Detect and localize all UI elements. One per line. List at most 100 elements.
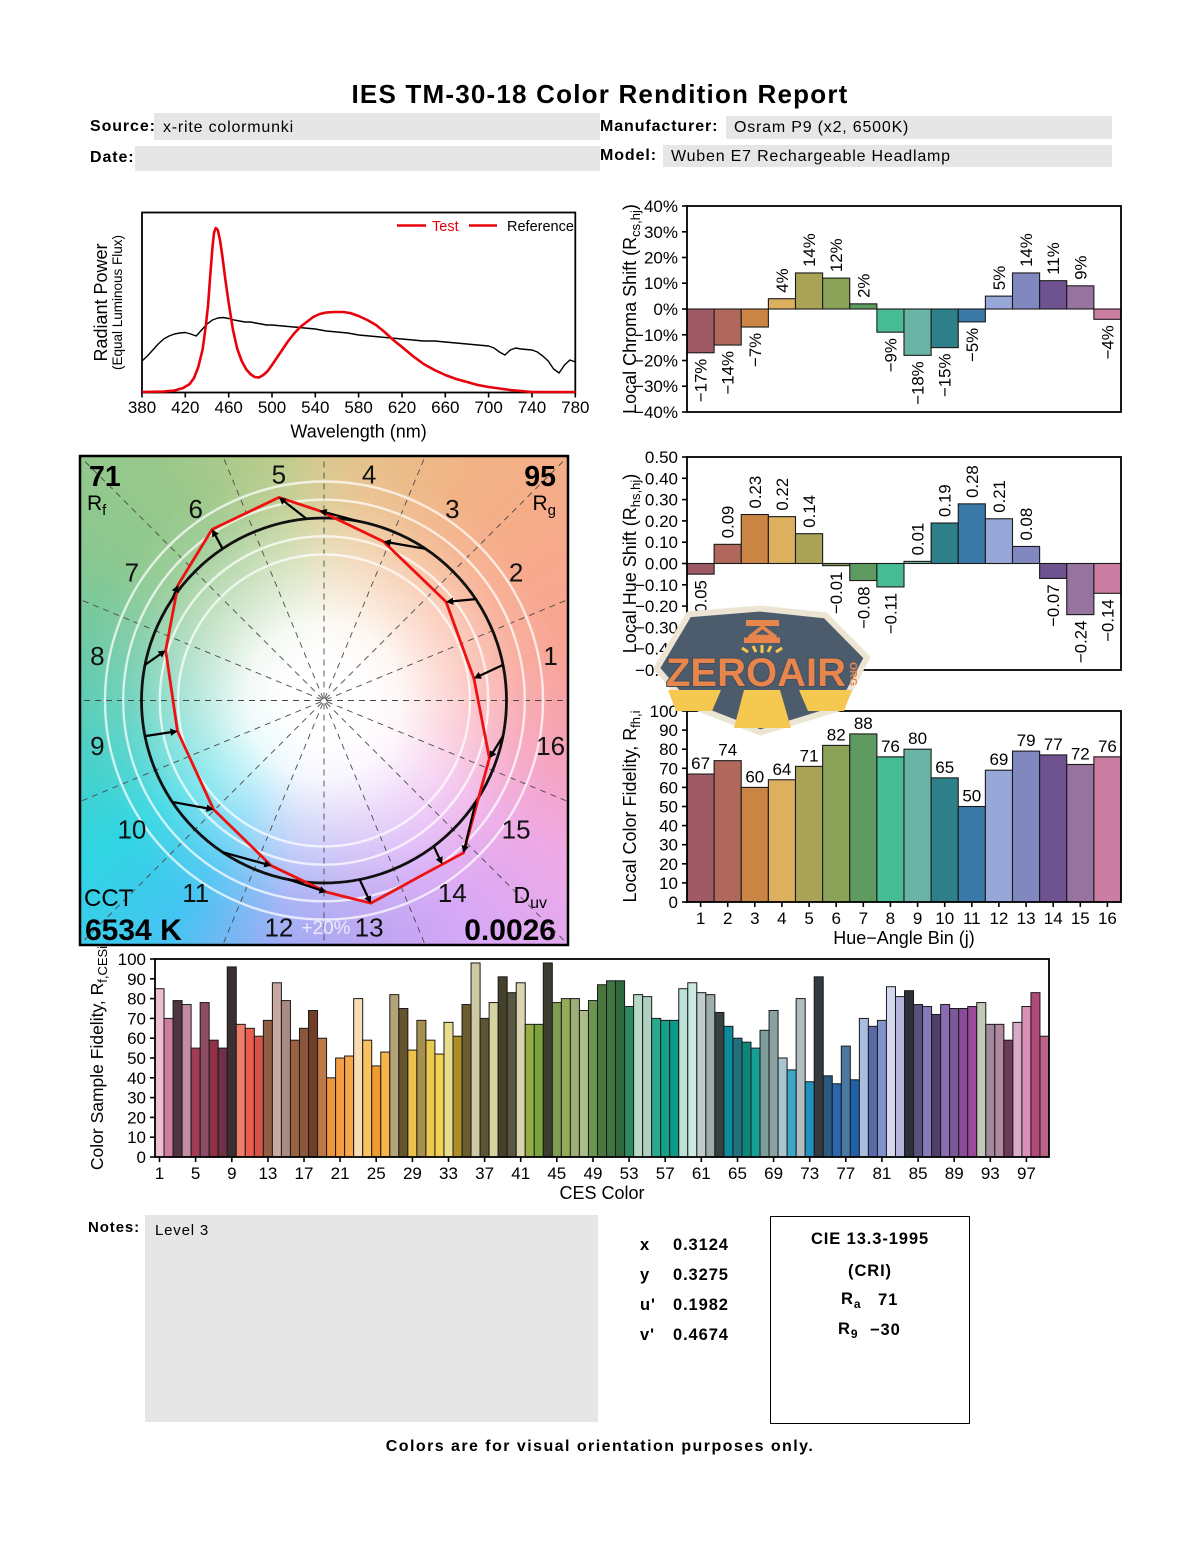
svg-text:10: 10 <box>659 874 678 893</box>
svg-text:Rf: Rf <box>87 492 107 519</box>
svg-text:9%: 9% <box>1071 255 1090 279</box>
svg-text:CCT: CCT <box>84 885 134 912</box>
svg-text:13: 13 <box>1017 909 1036 928</box>
svg-text:20%: 20% <box>644 249 678 268</box>
svg-text:37: 37 <box>475 1164 494 1183</box>
svg-text:Local Color Fidelity, Rfh,i: Local Color Fidelity, Rfh,i <box>620 710 643 902</box>
svg-text:100: 100 <box>650 702 678 721</box>
svg-text:45: 45 <box>547 1164 566 1183</box>
svg-text:4%: 4% <box>773 268 792 292</box>
svg-text:−0.14: −0.14 <box>1098 599 1117 641</box>
svg-text:−10%: −10% <box>634 326 678 345</box>
svg-text:93: 93 <box>981 1164 1000 1183</box>
svg-text:70: 70 <box>659 759 678 778</box>
svg-text:0.09: 0.09 <box>719 506 738 539</box>
svg-text:12: 12 <box>264 913 293 943</box>
svg-text:13: 13 <box>258 1164 277 1183</box>
svg-text:11: 11 <box>963 909 981 928</box>
svg-text:5%: 5% <box>990 266 1009 290</box>
svg-text:Test: Test <box>432 219 459 235</box>
svg-text:30: 30 <box>659 836 678 855</box>
svg-text:57: 57 <box>656 1164 675 1183</box>
svg-text:60: 60 <box>127 1029 146 1048</box>
svg-text:0.21: 0.21 <box>990 480 1009 513</box>
svg-text:0.00: 0.00 <box>645 555 678 574</box>
svg-text:25: 25 <box>367 1164 386 1183</box>
svg-text:0.40: 0.40 <box>645 469 678 488</box>
svg-text:5: 5 <box>191 1164 200 1183</box>
svg-text:−0.10: −0.10 <box>635 576 678 595</box>
svg-text:−9%: −9% <box>881 338 900 372</box>
svg-text:0.14: 0.14 <box>800 495 819 528</box>
svg-text:−0.20: −0.20 <box>635 597 678 616</box>
svg-text:80: 80 <box>908 729 927 748</box>
svg-text:Duv: Duv <box>513 882 547 912</box>
svg-text:4: 4 <box>362 459 376 489</box>
svg-text:0.22: 0.22 <box>773 478 792 511</box>
svg-text:50: 50 <box>127 1049 146 1068</box>
svg-text:77: 77 <box>836 1164 855 1183</box>
svg-text:660: 660 <box>431 398 459 417</box>
svg-text:73: 73 <box>800 1164 819 1183</box>
svg-text:Reference: Reference <box>507 219 574 235</box>
svg-text:6534 K: 6534 K <box>85 914 182 947</box>
svg-text:65: 65 <box>935 758 954 777</box>
svg-text:53: 53 <box>620 1164 639 1183</box>
svg-text:ZEROAIR: ZEROAIR <box>666 651 846 695</box>
svg-text:0.19: 0.19 <box>936 484 955 517</box>
svg-text:9: 9 <box>227 1164 236 1183</box>
svg-text:580: 580 <box>344 398 372 417</box>
svg-text:6: 6 <box>831 909 840 928</box>
svg-text:0.10: 0.10 <box>645 533 678 552</box>
svg-text:80: 80 <box>127 990 146 1009</box>
svg-text:71: 71 <box>800 746 819 765</box>
svg-text:16: 16 <box>1098 909 1117 928</box>
svg-text:0.50: 0.50 <box>645 448 678 467</box>
svg-text:33: 33 <box>439 1164 458 1183</box>
svg-text:15: 15 <box>502 814 531 844</box>
svg-text:70: 70 <box>127 1009 146 1028</box>
svg-text:500: 500 <box>258 398 286 417</box>
svg-text:30%: 30% <box>644 223 678 242</box>
svg-text:0: 0 <box>137 1148 146 1167</box>
svg-text:15: 15 <box>1071 909 1090 928</box>
svg-text:14%: 14% <box>800 233 819 267</box>
svg-text:2: 2 <box>723 909 732 928</box>
svg-text:5: 5 <box>804 909 813 928</box>
svg-text:69: 69 <box>989 750 1008 769</box>
svg-text:11%: 11% <box>1044 242 1063 274</box>
svg-text:60: 60 <box>745 767 764 786</box>
svg-text:49: 49 <box>584 1164 603 1183</box>
svg-text:3: 3 <box>750 909 759 928</box>
svg-text:0.30: 0.30 <box>645 491 678 510</box>
svg-text:11: 11 <box>182 878 209 908</box>
svg-text:9: 9 <box>90 731 104 761</box>
svg-text:89: 89 <box>945 1164 964 1183</box>
svg-text:10: 10 <box>127 1128 146 1147</box>
svg-text:−30%: −30% <box>634 377 678 396</box>
svg-text:72: 72 <box>1071 745 1090 764</box>
svg-text:100: 100 <box>118 950 146 969</box>
svg-text:7: 7 <box>859 909 868 928</box>
svg-text:0.0026: 0.0026 <box>464 914 556 947</box>
svg-text:14%: 14% <box>1017 233 1036 267</box>
svg-text:90: 90 <box>127 970 146 989</box>
svg-text:20: 20 <box>659 855 678 874</box>
svg-text:Rg: Rg <box>532 492 556 519</box>
svg-text:12%: 12% <box>827 238 846 272</box>
svg-text:7: 7 <box>125 558 139 588</box>
svg-text:10: 10 <box>117 814 146 844</box>
svg-text:40: 40 <box>659 817 678 836</box>
svg-text:97: 97 <box>1017 1164 1036 1183</box>
svg-text:−40%: −40% <box>634 403 678 422</box>
svg-text:Color Sample Fidelity, Rf,CESi: Color Sample Fidelity, Rf,CESi <box>87 946 110 1170</box>
svg-text:10%: 10% <box>644 274 678 293</box>
svg-text:−0.08: −0.08 <box>854 587 873 629</box>
svg-text:−20%: −20% <box>634 352 678 371</box>
svg-text:1: 1 <box>543 641 557 671</box>
svg-text:0.20: 0.20 <box>645 512 678 531</box>
svg-text:76: 76 <box>881 737 900 756</box>
svg-text:−4%: −4% <box>1098 325 1117 359</box>
svg-text:85: 85 <box>909 1164 928 1183</box>
svg-text:61: 61 <box>692 1164 711 1183</box>
